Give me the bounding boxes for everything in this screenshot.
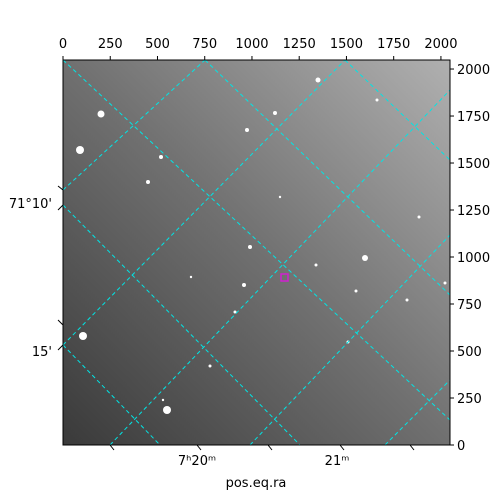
- y-tick-label: 0: [457, 439, 465, 454]
- y-tick-label: 1750: [457, 110, 490, 125]
- world-ticks: [57, 185, 415, 451]
- x-tick-label: 1750: [377, 37, 410, 52]
- x-tick-label: 2000: [424, 37, 457, 52]
- dec-tick-label: 15': [32, 345, 52, 360]
- x-tick-label: 250: [98, 37, 123, 52]
- y-tick-label: 750: [457, 298, 482, 313]
- x-axis-label: pos.eq.ra: [226, 476, 287, 491]
- stars: [76, 77, 447, 414]
- coordinate-grid: [63, 60, 450, 445]
- x-tick-label: 1250: [283, 37, 316, 52]
- ra-tick-label: 7ʰ20ᵐ: [178, 454, 216, 469]
- x-tick-label: 0: [59, 37, 67, 52]
- x-tick-label: 750: [192, 37, 217, 52]
- x-tick-label: 1000: [235, 37, 268, 52]
- y-tick-label: 2000: [457, 63, 490, 78]
- target-marker: [280, 273, 289, 282]
- y-tick-label: 250: [457, 392, 482, 407]
- y-tick-label: 500: [457, 345, 482, 360]
- y-tick-label: 1000: [457, 251, 490, 266]
- ra-tick-label: 21ᵐ: [325, 454, 350, 469]
- plot-frame: [62, 59, 451, 446]
- y-tick-label: 1500: [457, 157, 490, 172]
- x-tick-label: 500: [145, 37, 170, 52]
- sky-image: [63, 60, 450, 445]
- x-tick-label: 1500: [330, 37, 363, 52]
- y-tick-label: 1250: [457, 204, 490, 219]
- dec-tick-label: 71°10': [9, 197, 52, 212]
